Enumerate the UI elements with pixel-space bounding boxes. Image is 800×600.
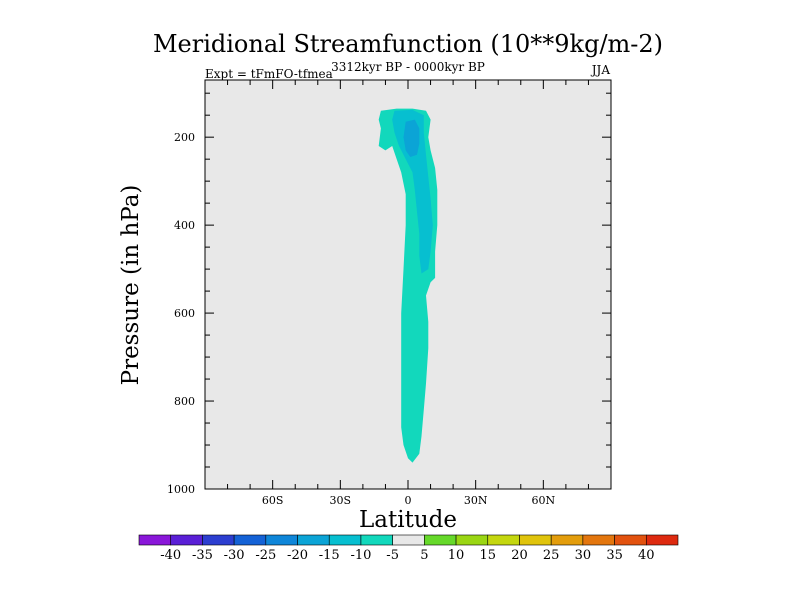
colorbar-swatch (297, 534, 330, 546)
colorbar-swatch (233, 534, 267, 546)
time-range-label: 3312kyr BP - 0000kyr BP (331, 60, 485, 74)
x-tick-label: 60N (532, 494, 556, 507)
contour-region-2 (403, 119, 420, 157)
colorbar-label: 40 (638, 548, 655, 563)
colorbar-label: 35 (606, 548, 623, 563)
chart-title: Meridional Streamfunction (10**9kg/m-2) (153, 30, 663, 58)
y-tick-label: 200 (174, 131, 195, 144)
y-tick-label: 400 (174, 219, 195, 232)
colorbar-swatch (392, 534, 425, 546)
x-tick-label: 0 (405, 494, 412, 507)
x-axis: 60S 30S 0 30N 60N (204, 80, 612, 507)
colorbar-label: -35 (192, 548, 213, 563)
colorbar-label: -15 (319, 548, 340, 563)
colorbar-label: 20 (511, 548, 528, 563)
colorbar-label: -20 (287, 548, 308, 563)
y-tick-label: 800 (174, 395, 195, 408)
season-label: JJA (590, 63, 611, 77)
colorbar-label: -25 (255, 548, 276, 563)
x-axis-label: Latitude (359, 507, 457, 533)
y-tick-label: 1000 (167, 483, 195, 496)
colorbar-swatch (582, 534, 615, 546)
colorbar-swatch (550, 534, 584, 546)
colorbar-label: 10 (448, 548, 465, 563)
colorbar-label: -5 (386, 548, 399, 563)
x-tick-label: 30N (464, 494, 488, 507)
colorbar-label: 25 (543, 548, 560, 563)
x-tick-label: 60S (262, 494, 284, 507)
contour-region-1 (392, 109, 433, 274)
colorbar-label: -10 (350, 548, 371, 563)
colorbar-label: 15 (479, 548, 496, 563)
colorbar-label: -40 (160, 548, 181, 563)
colorbar-swatch (170, 534, 203, 546)
y-tick-label: 600 (174, 307, 195, 320)
y-axis: 200 400 600 800 1000 (167, 131, 611, 496)
colorbar-swatch (455, 534, 489, 546)
colorbar-swatch (645, 534, 679, 546)
colorbar-swatch (265, 534, 298, 546)
colorbar-swatch (360, 534, 393, 546)
contour-regions (378, 108, 438, 463)
colorbar-swatch (614, 534, 647, 546)
colorbar-label: -30 (224, 548, 245, 563)
colorbar-label: 30 (575, 548, 592, 563)
colorbar: -40 -35 -30 -25 -20 -15 -10 -5 5 10 15 20 25 30 35 40 (138, 534, 679, 563)
colorbar-swatch (328, 534, 362, 546)
y-minor-ticks (205, 92, 611, 468)
y-axis-label: Pressure (in hPa) (118, 185, 144, 386)
colorbar-swatch (487, 534, 520, 546)
colorbar-swatch (424, 534, 457, 546)
colorbar-swatch (138, 534, 172, 546)
colorbar-label: 5 (420, 548, 428, 563)
colorbar-swatch (519, 534, 552, 546)
colorbar-swatch (202, 534, 235, 546)
x-tick-label: 30S (330, 494, 352, 507)
experiment-label: Expt = tFmFO-tfmea (205, 67, 333, 81)
